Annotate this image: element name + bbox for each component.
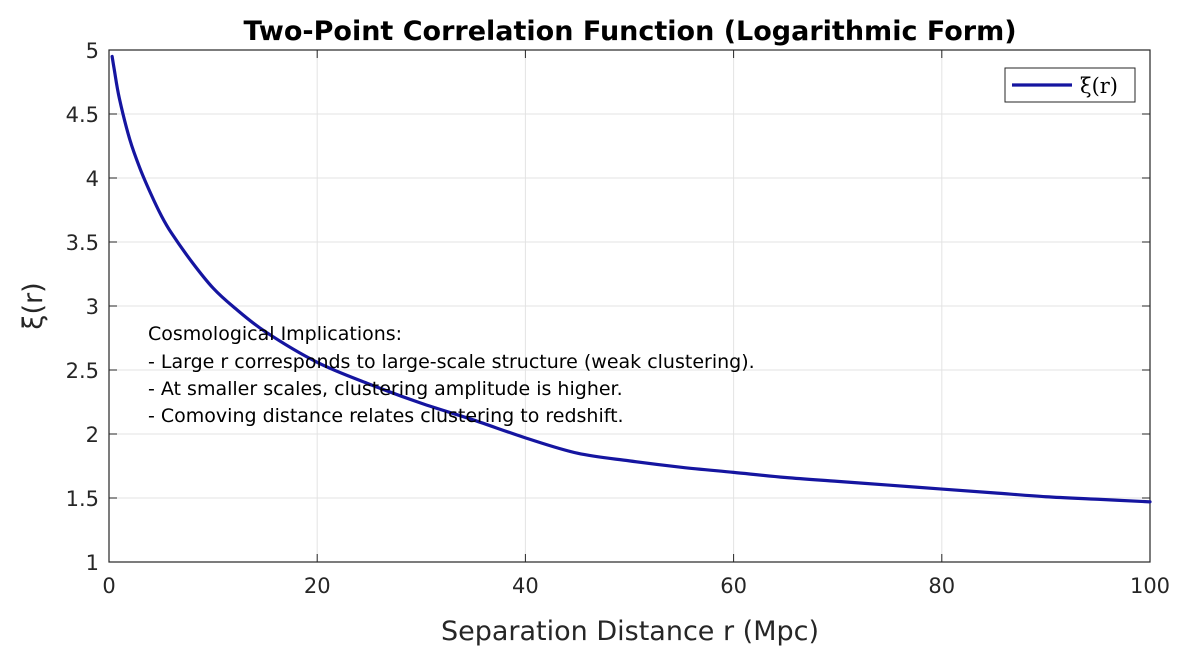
- x-tick-label: 0: [102, 574, 115, 598]
- annotation-line-1: Cosmological Implications:: [148, 323, 402, 345]
- chart-title: Two-Point Correlation Function (Logarith…: [243, 16, 1016, 47]
- y-tick-label: 3.5: [66, 231, 99, 255]
- y-tick-label: 5: [86, 39, 99, 63]
- grid: [109, 50, 1150, 562]
- y-tick-labels: 1 1.5 2 2.5 3 3.5 4 4.5 5: [66, 39, 99, 575]
- y-tick-label: 2: [86, 423, 99, 447]
- annotation-line-3: - At smaller scales, clustering amplitud…: [148, 378, 623, 400]
- y-tick-label: 2.5: [66, 359, 99, 383]
- y-tick-label: 4.5: [66, 103, 99, 127]
- x-tick-label: 40: [512, 574, 539, 598]
- series-line-xi: [110, 54, 1152, 504]
- y-tick-label: 4: [86, 167, 99, 191]
- annotation-line-4: - Comoving distance relates clustering t…: [148, 405, 624, 427]
- y-tick-label: 1.5: [66, 487, 99, 511]
- x-tick-labels: 0 20 40 60 80 100: [102, 574, 1170, 598]
- x-tick-label: 100: [1130, 574, 1170, 598]
- legend-label: ξ(r): [1080, 74, 1118, 98]
- legend: ξ(r): [1004, 67, 1136, 103]
- y-tick-label: 3: [86, 295, 99, 319]
- x-axis-title: Separation Distance r (Mpc): [441, 616, 819, 647]
- y-tick-label: 1: [86, 551, 99, 575]
- x-tick-label: 20: [304, 574, 331, 598]
- x-tick-label: 80: [928, 574, 955, 598]
- x-tick-label: 60: [720, 574, 747, 598]
- ticks: [108, 49, 1151, 563]
- annotation-box: Cosmological Implications: - Large r cor…: [148, 323, 755, 427]
- y-axis-title: ξ(r): [18, 282, 49, 329]
- annotation-line-2: - Large r corresponds to large-scale str…: [148, 351, 755, 373]
